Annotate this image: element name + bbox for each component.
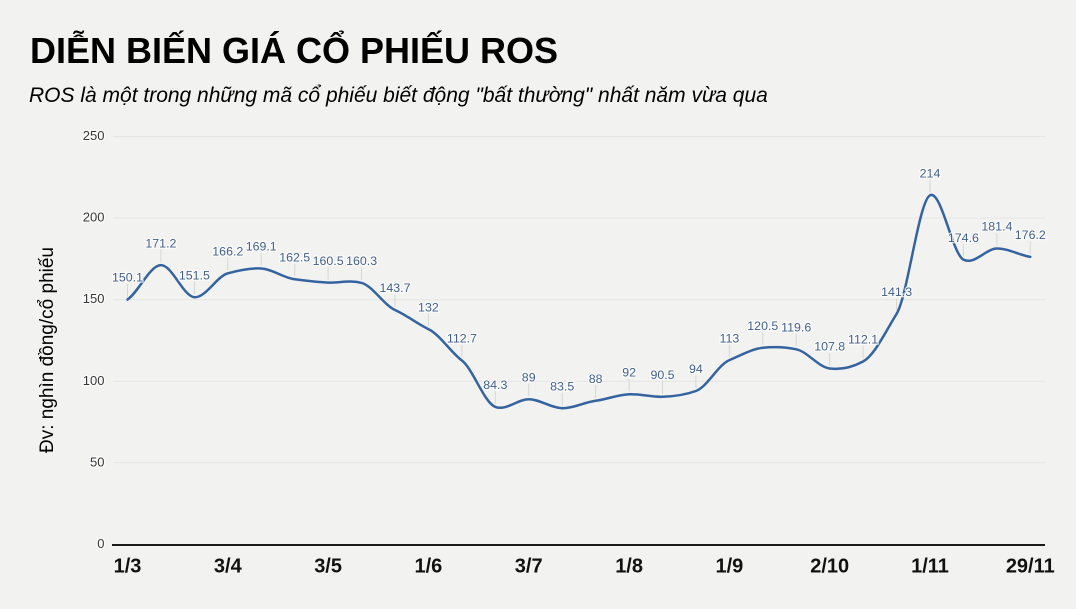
svg-text:150.1: 150.1 (112, 271, 143, 285)
svg-text:3/4: 3/4 (214, 556, 243, 578)
svg-text:143.7: 143.7 (379, 281, 410, 295)
svg-text:169.1: 169.1 (246, 240, 277, 254)
svg-text:29/11: 29/11 (1006, 556, 1055, 578)
svg-text:214: 214 (920, 167, 941, 181)
svg-text:112.1: 112.1 (848, 333, 878, 347)
svg-text:176.2: 176.2 (1015, 228, 1046, 242)
svg-text:3/5: 3/5 (314, 556, 342, 578)
svg-text:141.3: 141.3 (881, 285, 912, 299)
svg-text:3/7: 3/7 (515, 556, 543, 578)
svg-text:171.2: 171.2 (145, 236, 176, 250)
svg-text:119.6: 119.6 (781, 321, 811, 335)
svg-text:1/6: 1/6 (414, 556, 442, 578)
svg-text:84.3: 84.3 (483, 378, 507, 392)
svg-text:174.6: 174.6 (948, 231, 979, 245)
svg-text:200: 200 (83, 210, 105, 225)
svg-text:2/10: 2/10 (810, 556, 849, 578)
svg-text:160.5: 160.5 (313, 254, 344, 268)
svg-text:107.8: 107.8 (814, 340, 845, 354)
svg-text:50: 50 (90, 454, 104, 469)
svg-text:120.5: 120.5 (747, 319, 778, 333)
svg-text:90.5: 90.5 (650, 368, 674, 382)
svg-text:0: 0 (97, 536, 104, 551)
svg-text:151.5: 151.5 (179, 268, 210, 282)
svg-text:83.5: 83.5 (550, 379, 574, 393)
svg-text:1/9: 1/9 (715, 556, 743, 578)
svg-text:94: 94 (689, 362, 703, 376)
svg-text:166.2: 166.2 (212, 245, 243, 259)
svg-text:1/11: 1/11 (911, 556, 949, 578)
svg-text:1/3: 1/3 (114, 556, 142, 578)
svg-text:181.4: 181.4 (981, 220, 1012, 234)
svg-text:92: 92 (622, 366, 636, 380)
svg-text:89: 89 (522, 370, 536, 384)
svg-text:100: 100 (83, 373, 105, 388)
svg-text:150: 150 (83, 291, 105, 306)
svg-text:112.7: 112.7 (447, 332, 477, 346)
svg-text:113: 113 (720, 331, 740, 345)
svg-text:88: 88 (589, 372, 603, 386)
svg-text:162.5: 162.5 (279, 251, 310, 265)
svg-text:132: 132 (418, 300, 439, 314)
svg-text:160.3: 160.3 (346, 254, 377, 268)
svg-text:250: 250 (83, 128, 105, 143)
svg-text:1/8: 1/8 (615, 556, 643, 578)
